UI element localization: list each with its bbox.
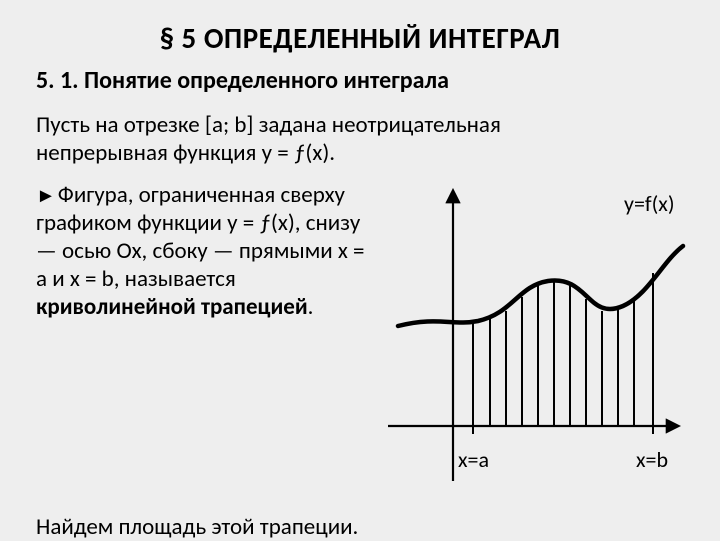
section-subtitle: 5. 1. Понятие определенного интеграла (36, 66, 684, 95)
triangle-right-icon: ► (36, 184, 56, 208)
svg-text:y=f(x): y=f(x) (624, 190, 675, 217)
svg-text:x=b: x=b (636, 446, 668, 473)
content-columns: ►Фигура, ограниченная сверху графиком фу… (36, 181, 684, 491)
definition-block: ►Фигура, ограниченная сверху графиком фу… (36, 181, 366, 491)
intro-line-1: Пусть на отрезке [a; b] задана неотрицат… (36, 111, 501, 139)
graph-container: y=f(x) x=a x=b (378, 181, 688, 491)
definition-post: . (308, 293, 314, 321)
intro-text: Пусть на отрезке [a; b] задана неотрицат… (36, 111, 684, 167)
intro-line-2: непрерывная функция y = ƒ(x). (36, 139, 335, 167)
integral-graph: y=f(x) x=a x=b (378, 181, 688, 491)
page-title: § 5 ОПРЕДЕЛЕННЫЙ ИНТЕГРАЛ (36, 20, 684, 56)
definition-term: криволинейной трапецией (36, 293, 308, 321)
closing-text: Найдем площадь этой трапеции. (36, 513, 684, 541)
svg-text:x=a: x=a (458, 446, 489, 473)
definition-pre: Фигура, ограниченная сверху графиком фун… (36, 181, 365, 293)
